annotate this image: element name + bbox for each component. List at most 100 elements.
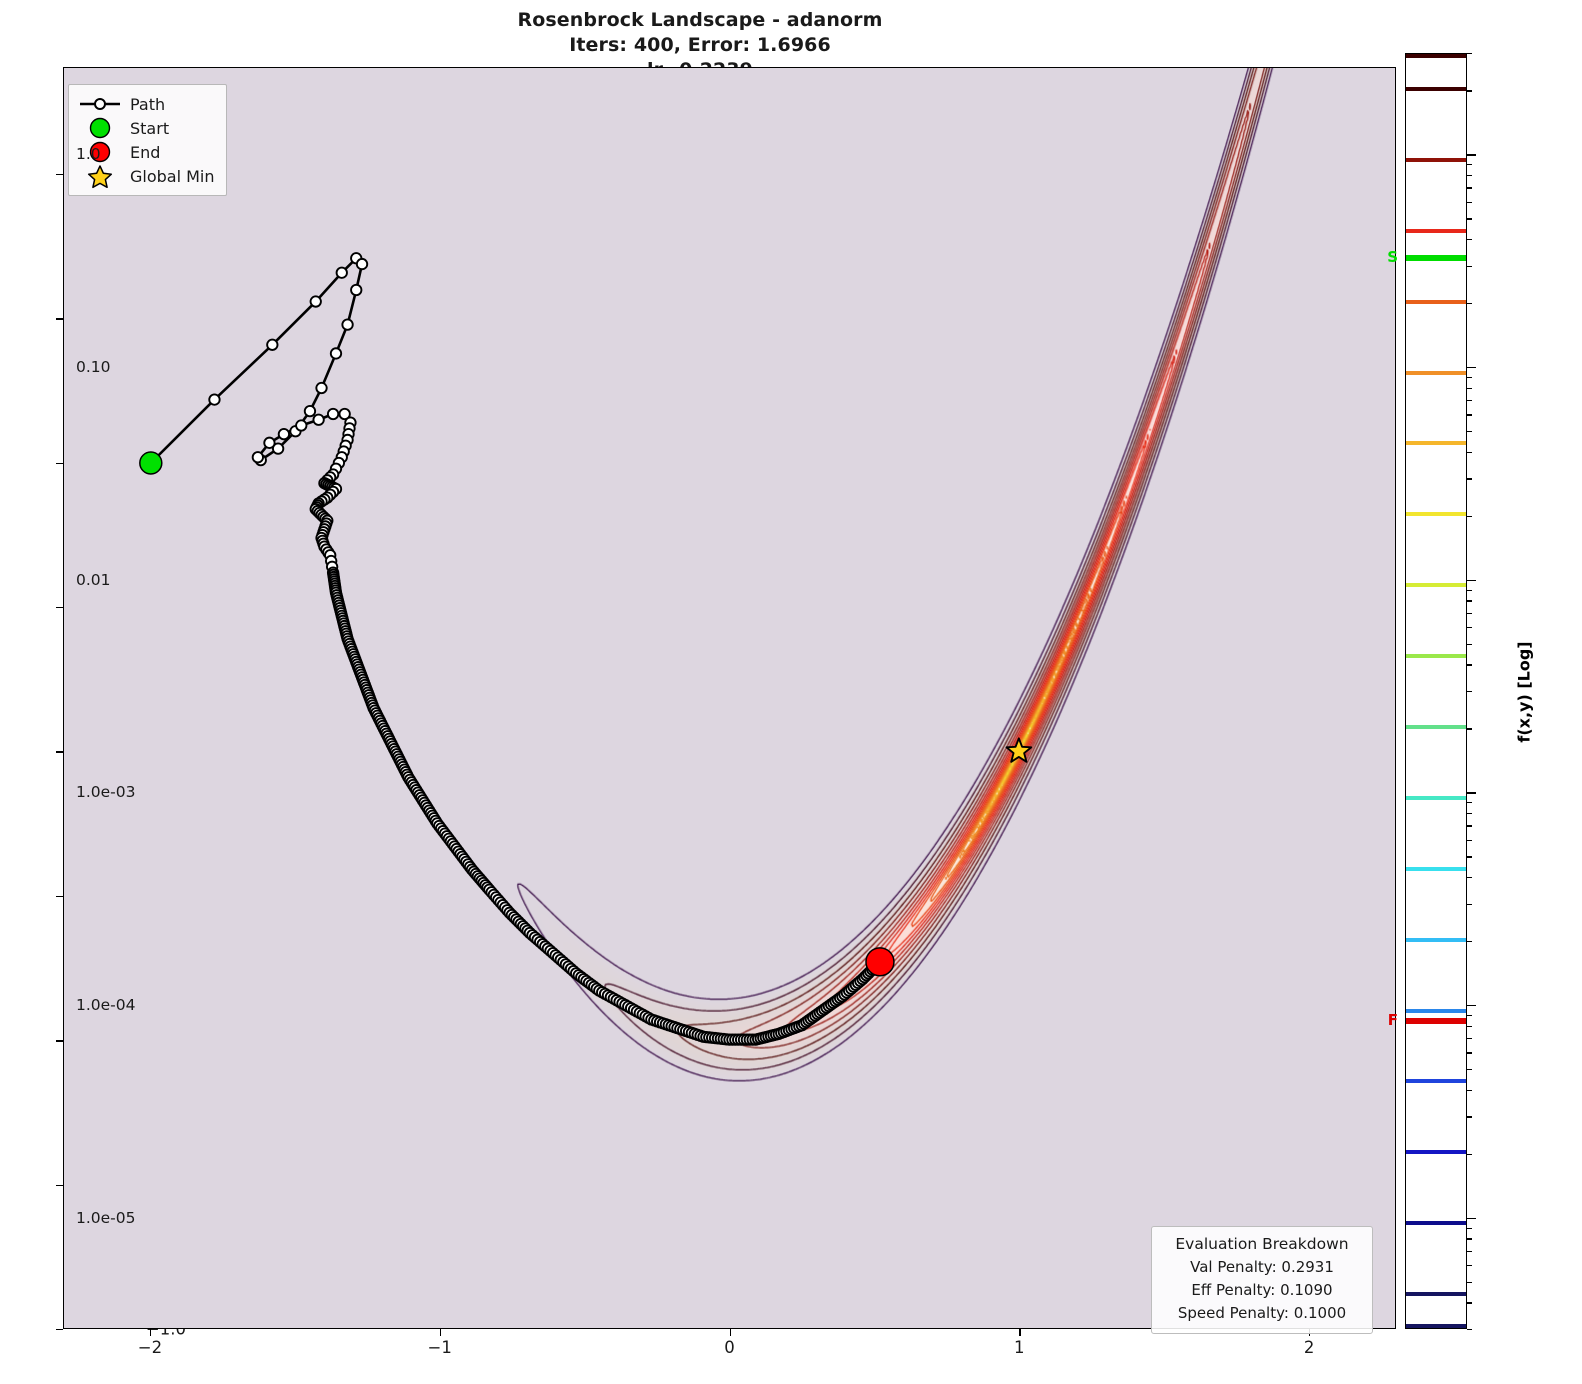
colorbar-marker-s bbox=[1406, 254, 1466, 261]
y-tick-mark bbox=[56, 318, 63, 320]
colorbar-level-line bbox=[1406, 299, 1466, 304]
colorbar-minor-tick bbox=[1467, 728, 1472, 730]
colorbar-title: f(x,y) [Log] bbox=[1514, 641, 1534, 743]
colorbar-minor-tick bbox=[1467, 612, 1472, 615]
colorbar-minor-tick bbox=[1467, 813, 1472, 815]
colorbar-minor-tick bbox=[1467, 431, 1472, 433]
colorbar-minor-tick bbox=[1467, 53, 1472, 55]
colorbar-minor-tick bbox=[1467, 1069, 1472, 1071]
colorbar-minor-tick bbox=[1467, 1116, 1472, 1118]
legend-item-start: Start bbox=[77, 116, 215, 140]
x-tick-mark bbox=[439, 1329, 441, 1336]
colorbar-minor-tick bbox=[1467, 1089, 1472, 1092]
colorbar-minor-tick bbox=[1467, 877, 1472, 879]
path-line-marker-icon bbox=[77, 96, 123, 112]
colorbar-minor-tick bbox=[1467, 451, 1472, 454]
plot-legend: Path Start End Global Min bbox=[68, 84, 227, 196]
colorbar-minor-tick bbox=[1467, 1153, 1472, 1156]
colorbar-minor-tick bbox=[1467, 825, 1472, 827]
colorbar-minor-tick bbox=[1467, 1250, 1472, 1253]
colorbar-minor-tick bbox=[1467, 1227, 1472, 1229]
trajectory-overlay bbox=[139, 252, 1033, 1046]
colorbar-major-tick bbox=[1467, 154, 1476, 156]
y-tick-mark bbox=[56, 462, 63, 464]
colorbar-minor-tick bbox=[1467, 400, 1472, 402]
colorbar-minor-tick bbox=[1467, 691, 1472, 693]
colorbar-level-line bbox=[1406, 654, 1466, 659]
colorbar-level-line bbox=[1406, 228, 1466, 233]
red-dot-icon bbox=[77, 140, 123, 164]
x-tick-label: 0 bbox=[724, 1338, 735, 1357]
colorbar-tick-label: 1.0e-05 bbox=[76, 1208, 136, 1227]
colorbar-major-tick bbox=[1467, 1005, 1476, 1007]
evaluation-breakdown-box: Evaluation Breakdown Val Penalty: 0.2931… bbox=[1151, 1226, 1373, 1334]
x-tick-label: −2 bbox=[137, 1338, 163, 1357]
colorbar-level-line bbox=[1406, 441, 1466, 446]
colorbar-minor-tick bbox=[1467, 218, 1472, 220]
colorbar-minor-tick bbox=[1467, 1052, 1472, 1054]
colorbar-level-line bbox=[1406, 1079, 1466, 1084]
eval-row-speed-penalty: Speed Penalty: 0.1000 bbox=[1177, 1304, 1347, 1322]
x-tick-label: 2 bbox=[1303, 1338, 1315, 1357]
colorbar-tick-label: 1.0 bbox=[76, 145, 101, 164]
colorbar-ticks bbox=[1467, 53, 1477, 1331]
title-line-2: Iters: 400, Error: 1.6966 bbox=[569, 34, 831, 56]
colorbar-level-line bbox=[1406, 86, 1466, 91]
x-tick-mark bbox=[729, 1329, 731, 1336]
colorbar-minor-tick bbox=[1467, 201, 1472, 203]
colorbar-minor-tick bbox=[1467, 90, 1472, 92]
colorbar-level-line bbox=[1406, 795, 1466, 800]
colorbar-minor-tick bbox=[1467, 589, 1472, 591]
end-point-marker bbox=[865, 947, 895, 977]
x-tick-mark bbox=[1019, 1329, 1021, 1336]
colorbar-level-line bbox=[1406, 937, 1466, 942]
colorbar-minor-tick bbox=[1467, 187, 1472, 189]
eval-row-eff-penalty: Eff Penalty: 0.1090 bbox=[1191, 1281, 1333, 1299]
colorbar-minor-tick bbox=[1467, 600, 1472, 602]
x-tick-mark bbox=[149, 1329, 152, 1336]
colorbar-level-line bbox=[1406, 157, 1466, 162]
legend-label-global-min: Global Min bbox=[130, 166, 215, 186]
colorbar-minor-tick bbox=[1467, 1329, 1472, 1331]
colorbar-level-line bbox=[1406, 1150, 1466, 1155]
colorbar-minor-tick bbox=[1467, 941, 1472, 943]
colorbar-minor-tick bbox=[1467, 376, 1472, 379]
colorbar-minor-tick bbox=[1467, 643, 1472, 646]
colorbar-major-tick bbox=[1467, 579, 1476, 582]
colorbar-minor-tick bbox=[1467, 164, 1472, 166]
colorbar-level-line bbox=[1406, 724, 1466, 729]
title-line-1: Rosenbrock Landscape - adanorm bbox=[517, 9, 883, 31]
colorbar-level-line bbox=[1406, 1292, 1466, 1297]
colorbar-level-line bbox=[1406, 370, 1466, 375]
colorbar-cap-bottom bbox=[1406, 1324, 1466, 1328]
y-tick-mark bbox=[56, 1184, 63, 1186]
y-tick-mark bbox=[56, 751, 63, 753]
colorbar-minor-tick bbox=[1467, 175, 1472, 177]
colorbar-minor-tick bbox=[1467, 1238, 1472, 1240]
colorbar-tick-label: 0.10 bbox=[76, 358, 111, 377]
colorbar-tick-label: 0.01 bbox=[76, 570, 111, 589]
colorbar-minor-tick bbox=[1467, 903, 1472, 905]
y-tick-mark bbox=[56, 895, 63, 898]
legend-label-start: Start bbox=[130, 118, 170, 138]
colorbar-minor-tick bbox=[1467, 239, 1472, 241]
contour-field bbox=[64, 68, 1395, 1328]
gold-star-icon bbox=[77, 163, 123, 189]
x-tick-label: −1 bbox=[427, 1338, 452, 1357]
colorbar-minor-tick bbox=[1467, 414, 1472, 416]
contour-plot[interactable] bbox=[63, 67, 1396, 1329]
colorbar-minor-tick bbox=[1467, 387, 1472, 390]
colorbar[interactable] bbox=[1405, 53, 1476, 1331]
global-min-star-icon bbox=[1005, 737, 1033, 763]
colorbar-minor-tick bbox=[1467, 1302, 1472, 1304]
eval-header: Evaluation Breakdown bbox=[1175, 1235, 1349, 1253]
colorbar-level-line bbox=[1406, 512, 1466, 517]
colorbar-minor-tick bbox=[1467, 1264, 1472, 1267]
colorbar-minor-tick bbox=[1467, 839, 1472, 841]
colorbar-cap-top bbox=[1406, 54, 1466, 58]
legend-label-path: Path bbox=[130, 94, 166, 114]
colorbar-level-line bbox=[1406, 1008, 1466, 1013]
y-tick-mark bbox=[56, 173, 63, 176]
colorbar-tick-label: 1.0e-04 bbox=[76, 996, 136, 1015]
legend-label-end: End bbox=[130, 142, 161, 162]
